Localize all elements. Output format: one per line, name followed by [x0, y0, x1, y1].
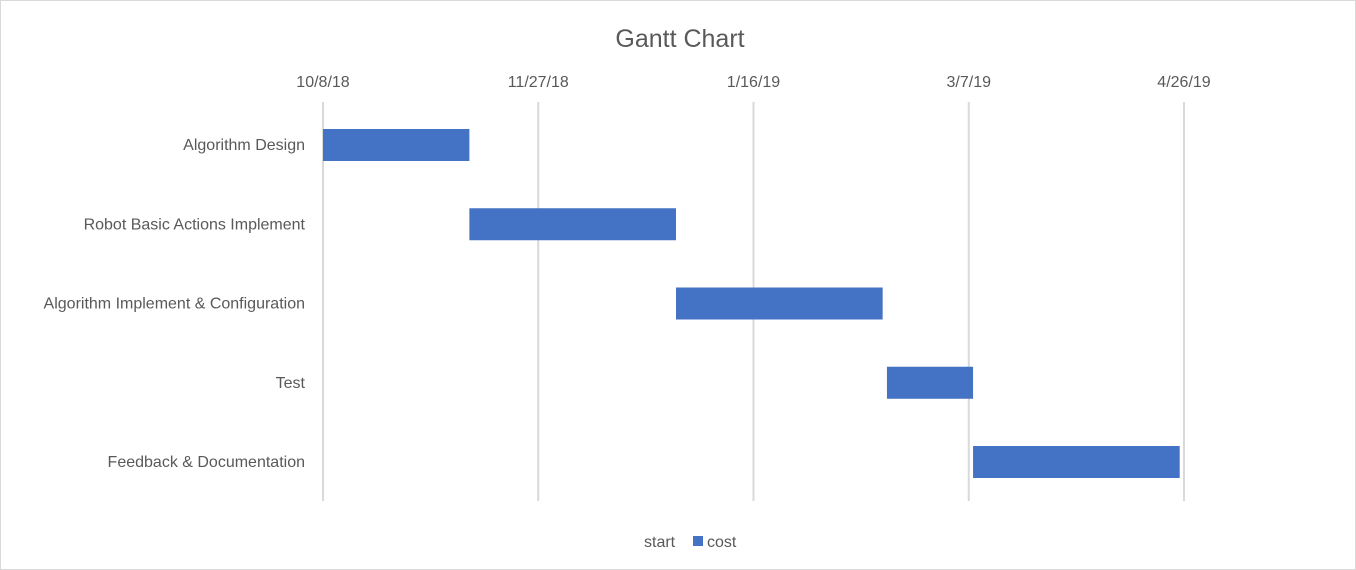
category-labels: Algorithm Design Robot Basic Actions Impl… — [44, 137, 306, 471]
category-label: Feedback & Documentation — [108, 454, 305, 471]
x-tick-label: 4/26/19 — [1157, 74, 1210, 91]
gantt-bar — [469, 208, 677, 241]
gantt-bars — [323, 129, 1180, 478]
legend-label-cost: cost — [707, 534, 737, 551]
gantt-bar — [886, 366, 974, 399]
legend-label-start: start — [644, 534, 676, 551]
x-tick-label: 3/7/19 — [947, 74, 992, 91]
legend-swatch-cost — [693, 536, 703, 546]
x-axis-tick-labels: 10/8/18 11/27/18 1/16/19 3/7/19 4/26/19 — [296, 74, 1210, 91]
gantt-bar — [973, 446, 1180, 478]
legend: start cost — [644, 534, 737, 551]
category-label: Algorithm Implement & Configuration — [44, 296, 305, 313]
x-tick-label: 10/8/18 — [296, 74, 349, 91]
category-label: Robot Basic Actions Implement — [84, 216, 306, 233]
category-label: Algorithm Design — [183, 137, 305, 154]
chart-title: Gantt Chart — [615, 25, 744, 53]
gantt-bar — [676, 287, 883, 320]
x-tick-label: 11/27/18 — [508, 74, 569, 91]
x-tick-label: 1/16/19 — [727, 74, 780, 91]
gantt-bar — [323, 129, 470, 161]
category-label: Test — [276, 375, 306, 392]
